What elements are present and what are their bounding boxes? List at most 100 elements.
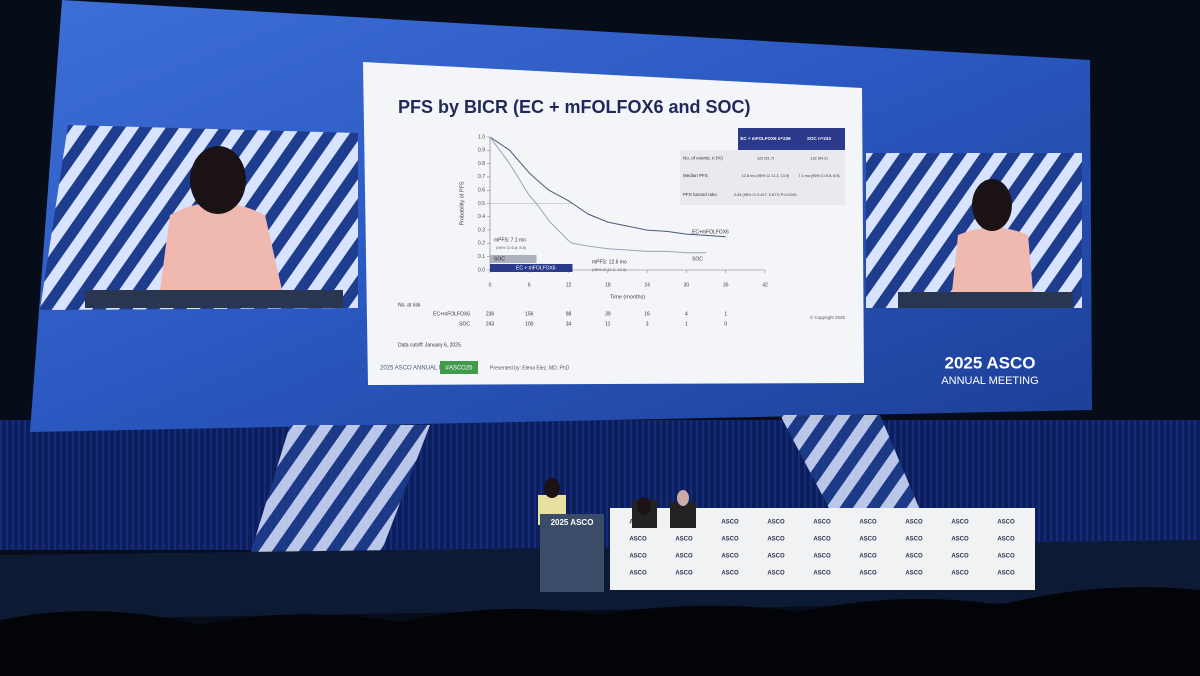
table-logo: ASCO: [859, 571, 877, 577]
table-logo: ASCO: [675, 554, 693, 560]
table-logo: ASCO: [859, 554, 877, 560]
slide-title: PFS by BICR (EC + mFOLFOX6 and SOC): [398, 97, 751, 117]
at-risk-count: 11: [605, 321, 610, 327]
annotation: (95% CI 6.8, 8.5): [496, 245, 527, 250]
table-logo: ASCO: [951, 554, 969, 560]
table-logo: ASCO: [951, 520, 969, 526]
x-tick-label: 18: [605, 282, 611, 288]
table-cell: PFS hazard ratio: [683, 192, 717, 197]
right-head: [972, 179, 1012, 231]
hashtag-box: [440, 361, 478, 374]
x-tick-label: 24: [644, 282, 650, 288]
annotation: mPFS: 7.1 mo: [494, 237, 526, 243]
table-logo: ASCO: [997, 554, 1015, 560]
meeting-logo: 2025 ASCO ANNUAL MEETING: [380, 366, 466, 372]
table-logo: ASCO: [767, 537, 785, 543]
table-body: [680, 150, 845, 205]
table-logo: ASCO: [813, 554, 831, 560]
speaker-head: [544, 478, 560, 498]
table-logo: ASCO: [813, 520, 831, 526]
at-risk-row-name: EC+mFOLFOX6: [433, 311, 470, 317]
x-axis-label: Time (months): [610, 294, 645, 300]
table-logo: ASCO: [813, 537, 831, 543]
y-tick-label: 0.0: [478, 267, 485, 273]
table-header-text: SOC n=243: [807, 136, 831, 141]
panelist: [670, 502, 696, 528]
table-cell: No. of events, n (%): [683, 156, 723, 161]
table-logo: ASCO: [951, 537, 969, 543]
at-risk-count: 39: [605, 311, 611, 317]
panelist-head: [677, 490, 689, 506]
at-risk-row-name: SOC: [459, 321, 470, 327]
podium: [540, 514, 604, 592]
table-logo: ASCO: [951, 571, 969, 577]
at-risk-count: 98: [566, 311, 572, 317]
table-logo: ASCO: [905, 554, 923, 560]
table-logo: ASCO: [767, 571, 785, 577]
y-tick-label: 0.5: [478, 201, 485, 207]
at-risk-count: 1: [724, 311, 727, 317]
table-logo: ASCO: [905, 520, 923, 526]
table-logo: ASCO: [905, 537, 923, 543]
table-logos: ASCO ASCO ASCO ASCO ASCO ASCO ASCO ASCO ASCO ASCO…: [629, 520, 1015, 577]
audience: [0, 587, 1200, 676]
table-logo: ASCO: [813, 571, 831, 577]
annotation: (95% CI 11.2, 13.9): [592, 267, 627, 272]
at-risk-count: 156: [525, 311, 534, 317]
at-risk-count: 243: [486, 321, 495, 327]
data-cutoff: Data cutoff: January 6, 2025.: [398, 342, 462, 348]
y-tick-label: 1.0: [478, 134, 485, 140]
at-risk-title: No. at risk: [398, 302, 421, 308]
y-tick-label: 0.2: [478, 241, 485, 247]
at-risk-count: 4: [685, 311, 688, 317]
y-tick-label: 0.3: [478, 227, 485, 233]
table-cell: 12.6 mo (95% CI 11.2, 13.9): [742, 174, 790, 178]
y-tick-label: 0.6: [478, 188, 485, 194]
left-speaker: [160, 202, 282, 290]
table-logo: ASCO: [767, 520, 785, 526]
table-logo: ASCO: [997, 520, 1015, 526]
screen-logo: 2025 ASCO: [944, 353, 1035, 372]
at-risk-count: 1: [685, 321, 688, 327]
plot: 0.0 0.1 0.2 0.3 0.4 0.5 0.6 0.7 0.8 0.9 1.0 0 6 12 18 2…: [398, 134, 768, 327]
at-risk-count: 16: [644, 311, 650, 317]
annotation: EC + mFOLFOX6: [516, 265, 556, 271]
y-tick-label: 0.1: [478, 254, 485, 260]
legend-label: SOC: [692, 256, 703, 262]
table-logo: ASCO: [997, 571, 1015, 577]
table-logo: ASCO: [997, 537, 1015, 543]
y-axis-label: Probability of PFS: [459, 181, 465, 225]
table-logo: ASCO: [905, 571, 923, 577]
soc-bar: [490, 255, 537, 263]
at-risk-count: 3: [646, 321, 649, 327]
km-curve: [489, 136, 726, 238]
table-logo: ASCO: [859, 537, 877, 543]
table-logo: ASCO: [721, 537, 739, 543]
table-logo: ASCO: [767, 554, 785, 560]
presenter: Presented by: Elena Elez, MD, PhD: [490, 365, 570, 371]
ec-bar: [490, 264, 573, 272]
panelist-head: [637, 497, 651, 515]
hazard-table: EC + mFOLFOX6 n=236 SOC n=243 No. of event…: [680, 128, 845, 205]
y-tick-label: 0.4: [478, 214, 485, 220]
table-logo: ASCO: [859, 520, 877, 526]
annotation: mPFS: 12.6 mo: [592, 259, 627, 265]
table-logo: ASCO: [675, 537, 693, 543]
stage-column: [780, 415, 920, 510]
table-logo: ASCO: [675, 571, 693, 577]
y-tick-label: 0.8: [478, 161, 485, 167]
table-cell: Median PFS: [683, 173, 708, 178]
annotation: SOC: [494, 256, 505, 262]
y-tick-label: 0.9: [478, 148, 485, 154]
y-tick-label: 0.7: [478, 174, 485, 180]
at-risk-count: 100: [525, 321, 534, 327]
table-header: [738, 128, 845, 150]
x-tick-label: 12: [566, 282, 572, 288]
table-header-text: EC + mFOLFOX6 n=236: [740, 136, 791, 141]
x-tick-label: 36: [723, 282, 729, 288]
left-head: [190, 146, 246, 214]
left-desk: [85, 290, 343, 308]
x-tick-label: 42: [762, 282, 768, 288]
x-tick-label: 30: [684, 282, 690, 288]
